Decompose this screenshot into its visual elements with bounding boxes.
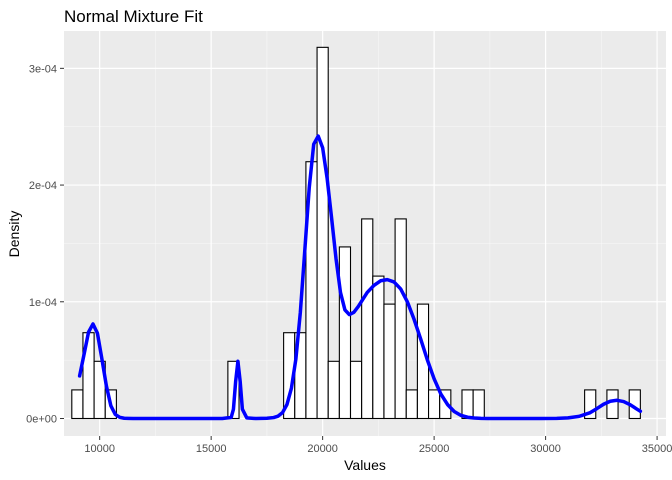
- x-tick-label: 25000: [419, 443, 450, 455]
- histogram-bars: [71, 46, 641, 420]
- histogram-bar: [327, 360, 340, 420]
- chart-title: Normal Mixture Fit: [64, 7, 203, 26]
- histogram-bar: [427, 389, 441, 420]
- x-axis-title: Values: [344, 457, 386, 473]
- y-tick-label: 2e-04: [29, 180, 57, 192]
- histogram-bar: [71, 389, 84, 420]
- histogram-bar: [472, 389, 485, 420]
- y-axis-title: Density: [6, 211, 22, 258]
- histogram-bar: [361, 218, 374, 420]
- histogram-bar: [349, 360, 363, 420]
- x-tick-label: 15000: [196, 443, 227, 455]
- histogram-bar: [584, 389, 597, 420]
- histogram-bar: [338, 246, 352, 420]
- x-tick-label: 20000: [307, 443, 338, 455]
- histogram-bar: [372, 275, 385, 420]
- x-tick-label: 10000: [84, 443, 115, 455]
- histogram-bar: [405, 389, 418, 420]
- histogram-bar: [316, 46, 329, 420]
- y-tick-label: 1e-04: [29, 297, 57, 309]
- histogram-bar: [461, 389, 474, 420]
- histogram-bar: [394, 218, 407, 420]
- normal-mixture-fit-line: [77, 134, 643, 421]
- histogram-bar: [383, 303, 396, 420]
- x-tick-label: 30000: [530, 443, 561, 455]
- y-tick-label: 0e+00: [26, 413, 57, 425]
- y-tick-label: 3e-04: [29, 63, 57, 75]
- histogram-bar: [606, 389, 619, 420]
- x-axis: 10000 15000 20000 25000 30000 35000: [84, 436, 672, 455]
- x-tick-label: 35000: [642, 443, 672, 455]
- y-axis: 0e+00 1e-04 2e-04 3e-04: [26, 63, 64, 425]
